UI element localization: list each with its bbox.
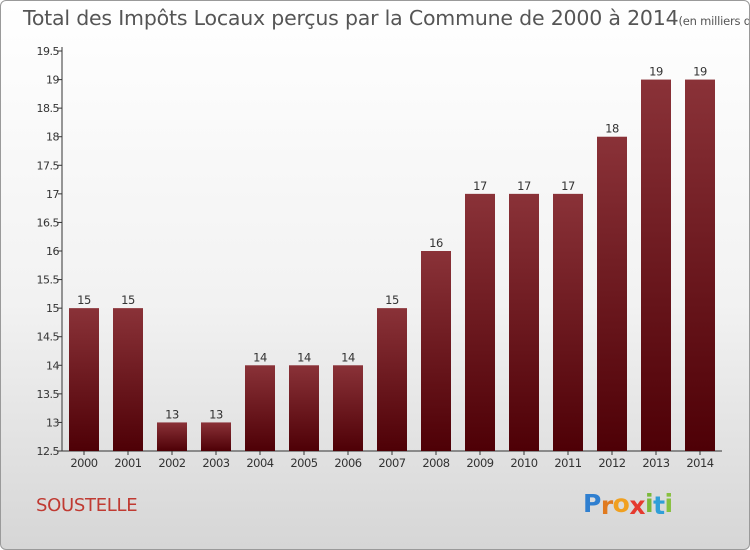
- chart-title: Total des Impôts Locaux perçus par la Co…: [23, 6, 749, 30]
- bar: [465, 193, 495, 451]
- bar-data-label: 15: [77, 293, 91, 307]
- bar: [553, 193, 583, 451]
- logo-letter: x: [629, 491, 645, 520]
- y-tick-label: 14.5: [37, 331, 60, 344]
- y-tick-label: 18: [46, 131, 59, 144]
- y-tick-label: 12.5: [37, 445, 60, 458]
- x-tick-label: 2002: [158, 456, 185, 470]
- bar-data-label: 15: [121, 293, 135, 307]
- y-tick-label: 15.5: [37, 274, 60, 287]
- bar-data-label: 13: [165, 407, 179, 421]
- x-tick-label: 2006: [334, 456, 361, 470]
- bar-data-label: 15: [385, 293, 399, 307]
- bar: [201, 422, 231, 451]
- y-tick-label: 13.5: [37, 388, 60, 401]
- bar-data-label: 13: [209, 407, 223, 421]
- chart-title-text: Total des Impôts Locaux perçus par la Co…: [23, 6, 679, 30]
- x-tick-label: 2009: [466, 456, 493, 470]
- bars: 15 15 13 13 14 14 14 15 16 17 17 17 18 19 19: [69, 65, 715, 452]
- y-tick-label: 14: [46, 359, 59, 372]
- bar: [113, 308, 143, 451]
- bar: [685, 79, 715, 452]
- bar: [289, 365, 319, 451]
- y-tick-label: 17: [46, 188, 59, 201]
- x-tick-label: 2001: [114, 456, 141, 470]
- bar-data-label: 14: [341, 350, 355, 364]
- y-tick-label: 18.5: [37, 102, 60, 115]
- y-tick-label: 19.5: [37, 45, 60, 58]
- bar: [333, 365, 363, 451]
- bar-data-label: 14: [297, 350, 311, 364]
- bar: [421, 251, 451, 451]
- x-tick-label: 2007: [378, 456, 405, 470]
- logo-letter: o: [612, 489, 630, 518]
- bar: [509, 193, 539, 451]
- bar: [69, 308, 99, 451]
- chart-title-unit: (en milliers d'€): [678, 14, 749, 28]
- logo-letter: t: [653, 491, 665, 520]
- axes: 12.5 13 13.5 14 14.5 15 15.5 16 16.5 17 17.5 18 18.5…: [37, 45, 722, 470]
- x-tick-label: 2005: [290, 456, 317, 470]
- bar: [245, 365, 275, 451]
- y-tick-label: 16: [46, 245, 59, 258]
- bar: [597, 136, 627, 451]
- bar-data-label: 17: [561, 179, 575, 193]
- proxiti-logo: Proxiti: [583, 489, 674, 520]
- y-tick-label: 19: [46, 74, 59, 87]
- bar-data-label: 17: [517, 179, 531, 193]
- logo-letter: P: [583, 489, 601, 518]
- y-tick-label: 15: [46, 302, 59, 315]
- bar: [641, 79, 671, 452]
- y-tick-label: 17.5: [37, 159, 60, 172]
- logo-letter: r: [600, 491, 613, 520]
- x-tick-label: 2013: [642, 456, 669, 470]
- bar-data-label: 19: [649, 65, 663, 79]
- x-tick-label: 2000: [70, 456, 97, 470]
- bar-data-label: 14: [253, 350, 267, 364]
- x-tick-label: 2012: [598, 456, 625, 470]
- bar: [377, 308, 407, 451]
- bar: [157, 422, 187, 451]
- x-tick-label: 2004: [246, 456, 273, 470]
- logo-letter: i: [664, 489, 674, 518]
- x-tick-label: 2003: [202, 456, 229, 470]
- bar-data-label: 16: [429, 236, 443, 250]
- commune-name: SOUSTELLE: [36, 495, 138, 516]
- x-tick-label: 2008: [422, 456, 449, 470]
- y-tick-label: 16.5: [37, 216, 60, 229]
- x-tick-label: 2011: [554, 456, 581, 470]
- x-tick-label: 2010: [510, 456, 537, 470]
- bar-data-label: 19: [693, 65, 707, 79]
- y-tick-label: 13: [46, 416, 59, 429]
- bar-data-label: 18: [605, 122, 619, 136]
- logo-letter: i: [645, 489, 654, 518]
- x-tick-label: 2014: [686, 456, 713, 470]
- bar-data-label: 17: [473, 179, 487, 193]
